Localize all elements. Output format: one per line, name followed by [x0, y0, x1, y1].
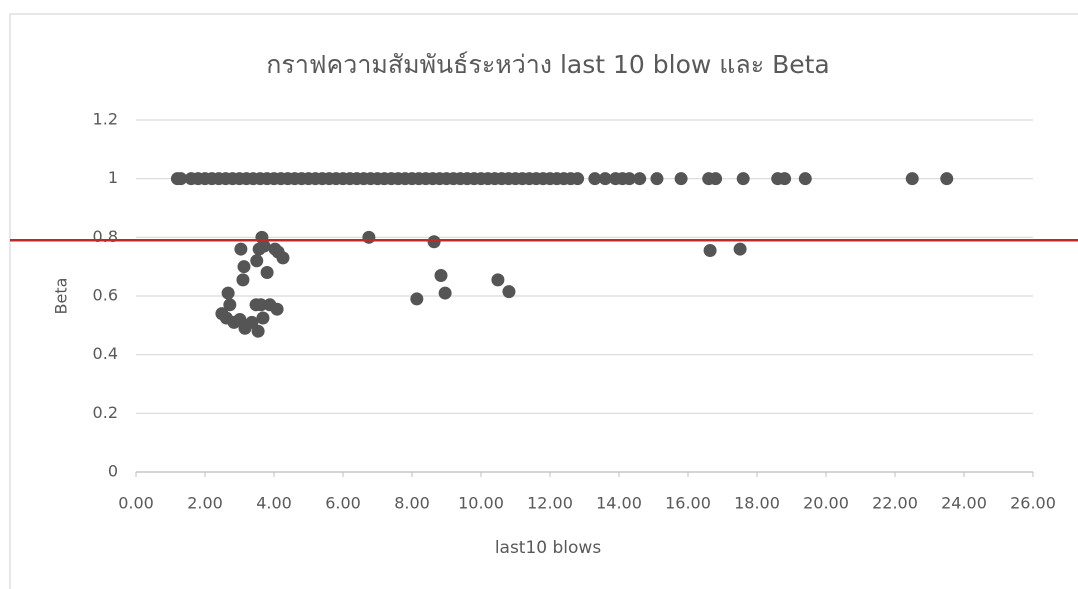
point [427, 235, 441, 249]
point [254, 298, 268, 312]
x-tick-label: 26.00 [1010, 494, 1056, 513]
y-tick-label: 0 [108, 462, 118, 481]
point [223, 298, 237, 312]
point [778, 172, 792, 186]
point [250, 254, 264, 268]
point [588, 172, 602, 186]
y-tick-label: 0.6 [93, 286, 118, 305]
point [633, 172, 647, 186]
x-axis-label: last10 blows [495, 538, 602, 558]
point [252, 242, 266, 256]
point [221, 286, 235, 300]
y-tick-label: 0.8 [93, 227, 118, 246]
x-tick-label: 2.00 [187, 494, 223, 513]
point [234, 242, 248, 256]
point [502, 285, 516, 299]
point [622, 172, 636, 186]
point [362, 230, 376, 244]
point [174, 172, 188, 186]
x-tick-label: 14.00 [596, 494, 642, 513]
point [709, 172, 723, 186]
point [736, 172, 750, 186]
point [236, 273, 250, 287]
point [703, 244, 717, 258]
y-tick-label: 1 [108, 168, 118, 187]
point [438, 286, 452, 300]
point [491, 273, 505, 287]
point [237, 260, 251, 274]
point [260, 266, 274, 280]
y-tick-label: 1.2 [93, 110, 118, 129]
point [674, 172, 688, 186]
point [256, 311, 270, 325]
point [276, 251, 290, 265]
point [270, 302, 284, 316]
y-axis-label: Beta [52, 278, 71, 315]
y-tick-label: 0.4 [93, 344, 118, 363]
y-tick-label: 0.2 [93, 403, 118, 422]
x-tick-label: 0.00 [118, 494, 154, 513]
x-tick-label: 18.00 [734, 494, 780, 513]
x-tick-label: 4.00 [256, 494, 292, 513]
x-tick-label: 12.00 [527, 494, 573, 513]
point [733, 242, 747, 256]
x-tick-label: 10.00 [458, 494, 504, 513]
chart-title: กราฟความสัมพันธ์ระหว่าง last 10 blow และ… [266, 50, 829, 79]
x-tick-label: 22.00 [872, 494, 918, 513]
point [434, 268, 448, 282]
point [905, 172, 919, 186]
chart-frame [9, 13, 1078, 589]
point [598, 172, 612, 186]
x-tick-label: 8.00 [394, 494, 430, 513]
point [410, 292, 424, 306]
point [571, 172, 585, 186]
point [798, 172, 812, 186]
point [650, 172, 664, 186]
point [940, 172, 954, 186]
x-tick-label: 24.00 [941, 494, 987, 513]
x-tick-label: 6.00 [325, 494, 361, 513]
x-tick-label: 16.00 [665, 494, 711, 513]
x-tick-label: 20.00 [803, 494, 849, 513]
point [251, 324, 265, 338]
